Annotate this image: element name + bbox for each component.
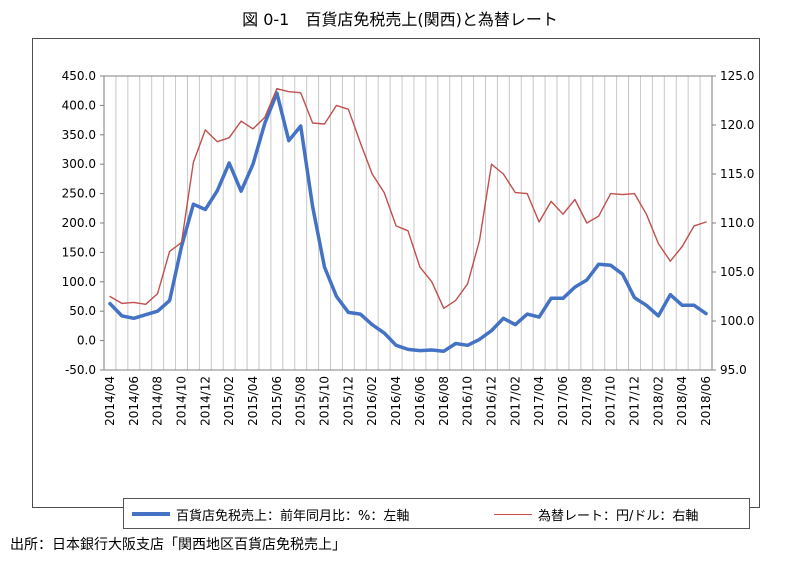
x-axis-tick-label: 2015/08	[294, 376, 308, 426]
x-axis-tick-label: 2014/10	[174, 376, 188, 426]
right-axis-tick-label: 115.0	[720, 167, 754, 181]
right-axis-tick-label: 125.0	[720, 69, 754, 83]
x-axis-tick-label: 2015/06	[270, 376, 284, 426]
x-axis-tick-label: 2014/12	[198, 376, 212, 426]
x-axis-tick-label: 2018/04	[675, 376, 689, 426]
left-axis-tick-label: 400.0	[62, 98, 96, 112]
series-line-tax-free-sales	[108, 91, 708, 353]
legend-label-series2: 為替レート：円/ドル：右軸	[538, 508, 699, 524]
legend-swatch-series1	[132, 512, 170, 516]
x-axis-tick-label: 2015/10	[318, 376, 332, 426]
left-axis-tick-label: 200.0	[62, 216, 96, 230]
chart-svg: -50.0 0.0 50.0 100.0 150.0 200.0 250.0 300.0 350…	[62, 69, 755, 426]
x-axis-tick-label: 2017/02	[508, 376, 522, 426]
x-axis-tick-label: 2016/10	[461, 376, 475, 426]
left-axis-tick-label: 300.0	[62, 157, 96, 171]
x-axis-tick-label: 2016/02	[365, 376, 379, 426]
x-axis-tick-label: 2016/04	[389, 376, 403, 426]
x-axis-tick-label: 2015/02	[222, 376, 236, 426]
legend-label-series1: 百貨店免税売上：前年同月比：%：左軸	[176, 508, 410, 524]
x-axis-tick-label: 2017/10	[604, 376, 618, 426]
left-axis-tick-label: 250.0	[62, 187, 96, 201]
source-note: 出所：日本銀行大阪支店「関西地区百貨店免税売上」	[10, 537, 346, 553]
legend-item-series1: 百貨店免税売上：前年同月比：%：左軸	[132, 505, 410, 524]
left-axis-tick-label: 350.0	[62, 128, 96, 142]
x-axis-tick-label: 2014/04	[103, 376, 117, 426]
legend-item-series2: 為替レート：円/ドル：右軸	[494, 505, 699, 524]
x-axis-tick-label: 2014/06	[127, 376, 141, 426]
right-axis-tick-label: 105.0	[720, 265, 754, 279]
legend-swatch-series2	[494, 513, 532, 515]
x-axis-tick-label: 2017/08	[580, 376, 594, 426]
x-axis-tick-label: 2018/06	[699, 376, 713, 426]
right-axis-tick-label: 95.0	[720, 363, 747, 377]
x-axis-tick-label: 2016/12	[484, 376, 498, 426]
x-axis-tick-label: 2017/04	[532, 376, 546, 426]
chart-frame: -50.0 0.0 50.0 100.0 150.0 200.0 250.0 300.0 350…	[32, 38, 760, 529]
left-axis-tick-label: 50.0	[69, 304, 96, 318]
x-axis-tick-label: 2017/06	[556, 376, 570, 426]
x-axis-tick-label: 2015/04	[246, 376, 260, 426]
right-axis-tick-label: 110.0	[720, 216, 754, 230]
x-axis-tick-label: 2014/08	[151, 376, 165, 426]
right-axis-tick-label: 120.0	[720, 118, 754, 132]
left-axis-tick-label: 0.0	[77, 334, 96, 348]
left-axis-tick-label: 150.0	[62, 245, 96, 259]
x-axis-tick-label: 2016/08	[437, 376, 451, 426]
left-axis-tick-label: 100.0	[62, 275, 96, 289]
x-axis-tick-label: 2018/02	[651, 376, 665, 426]
x-axis-tick-label: 2015/12	[341, 376, 355, 426]
x-axis-tick-label: 2016/06	[413, 376, 427, 426]
left-axis-tick-label: -50.0	[65, 363, 96, 377]
series-line-exchange-rate	[109, 88, 707, 309]
legend: 百貨店免税売上：前年同月比：%：左軸 為替レート：円/ドル：右軸	[123, 498, 750, 529]
chart-title: 図 0-1 百貨店免税売上(関西)と為替レート	[242, 10, 558, 29]
plot-area	[103, 75, 713, 371]
right-axis-tick-label: 100.0	[720, 314, 754, 328]
left-axis-tick-label: 450.0	[62, 69, 96, 83]
x-axis-tick-label: 2017/12	[628, 376, 642, 426]
